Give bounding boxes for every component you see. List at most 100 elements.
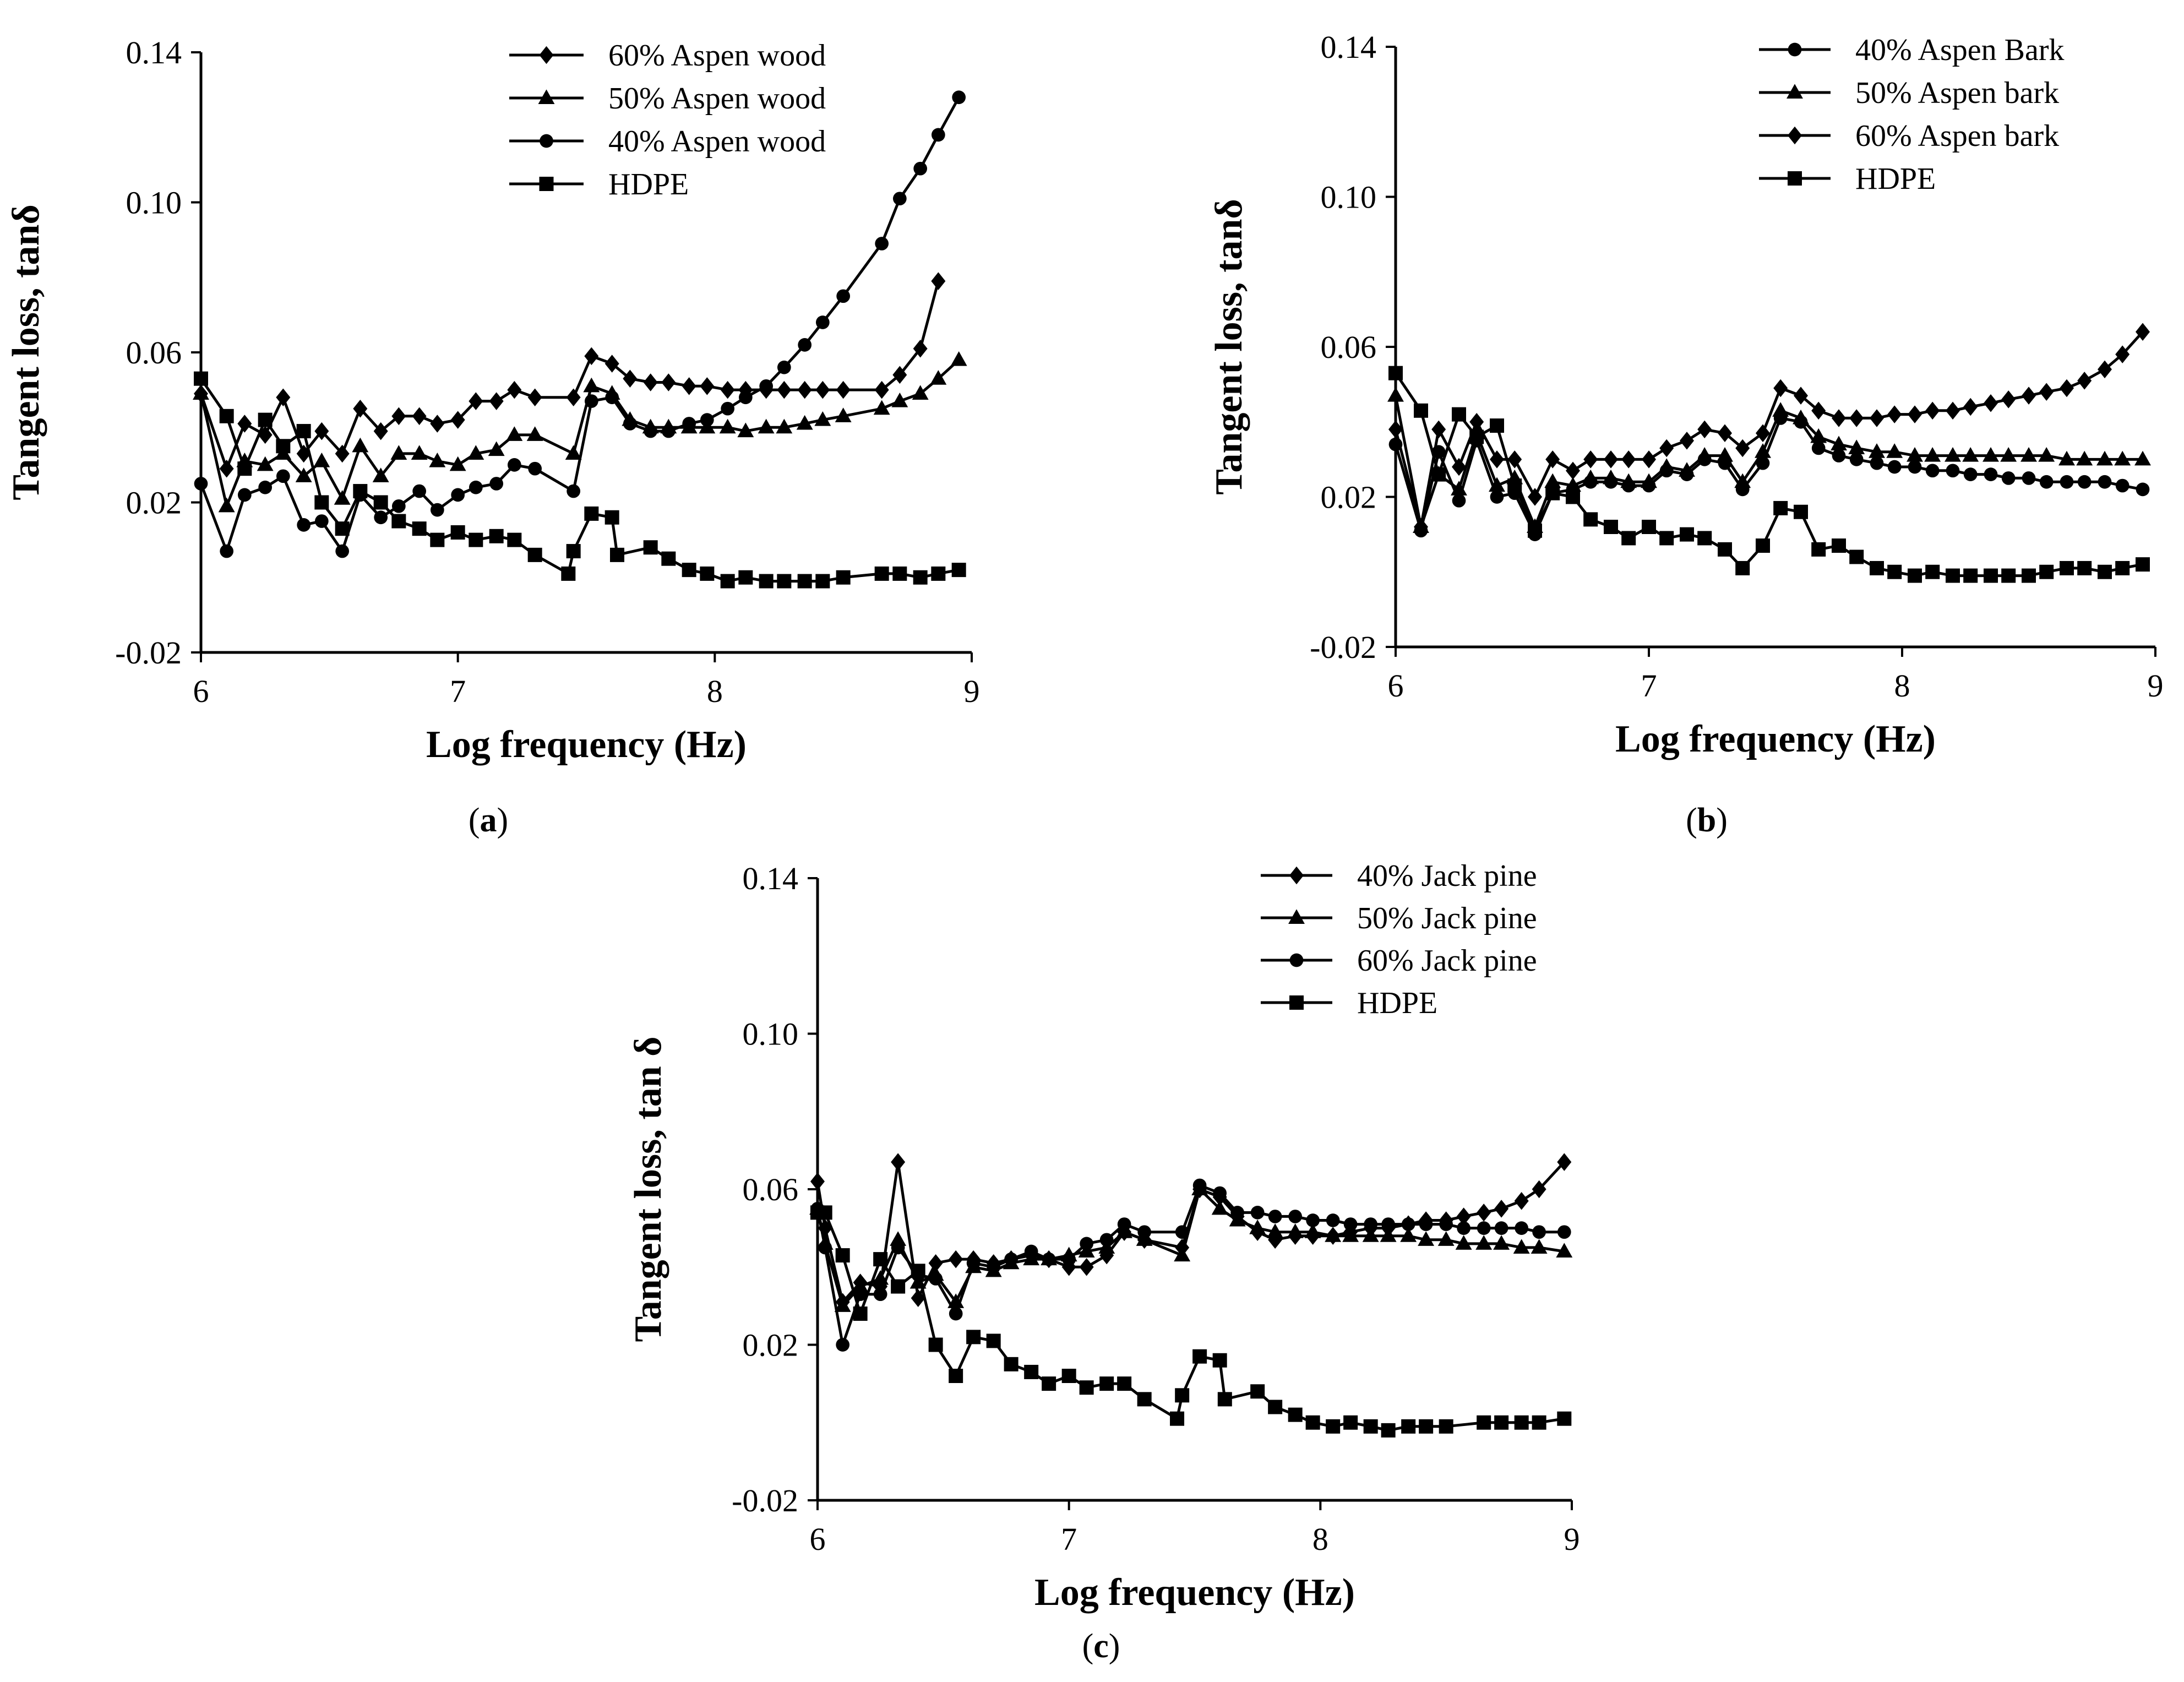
- data-point: [777, 380, 792, 399]
- legend-marker: [1787, 84, 1803, 99]
- data-point: [1659, 531, 1674, 546]
- legend-entry: HDPE: [509, 167, 689, 202]
- data-point: [1528, 488, 1542, 506]
- data-point: [430, 503, 444, 517]
- data-point: [950, 351, 967, 366]
- data-point: [1117, 1217, 1131, 1231]
- data-point: [526, 426, 543, 441]
- data-point: [605, 390, 619, 405]
- data-point: [565, 445, 582, 460]
- data-point: [1810, 428, 1827, 443]
- data-point: [334, 490, 351, 505]
- data-point: [257, 456, 274, 471]
- data-point: [1475, 1235, 1493, 1250]
- data-point: [1211, 1200, 1228, 1215]
- caption-open: (: [1686, 802, 1697, 839]
- x-tick-label: 7: [1641, 668, 1657, 704]
- data-point: [1325, 1227, 1342, 1242]
- data-point: [1887, 460, 1902, 474]
- data-point: [643, 540, 658, 555]
- data-point: [1756, 538, 1770, 553]
- data-point: [931, 272, 946, 290]
- data-point: [566, 544, 581, 559]
- data-point: [1439, 1419, 1453, 1434]
- data-point: [623, 369, 638, 388]
- data-point: [1658, 458, 1675, 473]
- data-point: [1230, 1206, 1244, 1220]
- data-point: [2115, 478, 2129, 493]
- data-point: [1452, 493, 1466, 508]
- data-point: [469, 392, 483, 410]
- data-point: [928, 1254, 943, 1272]
- legend-marker: [1788, 126, 1802, 145]
- data-point: [928, 1337, 943, 1352]
- data-point: [737, 422, 754, 438]
- data-point: [1477, 1415, 1491, 1430]
- data-point: [1306, 1213, 1320, 1227]
- data-point: [314, 495, 329, 510]
- series-diamond: [1388, 323, 2150, 536]
- data-point: [836, 570, 851, 585]
- caption-open: (: [1082, 1627, 1094, 1665]
- data-point: [1490, 418, 1504, 433]
- data-point: [1515, 1221, 1529, 1235]
- data-point: [1004, 1252, 1018, 1266]
- data-point: [391, 499, 406, 513]
- data-point: [1557, 1411, 1572, 1426]
- data-point: [758, 418, 775, 434]
- data-point: [258, 480, 273, 494]
- data-point: [1455, 1235, 1472, 1250]
- data-point: [1566, 489, 1580, 504]
- y-tick-label: 0.14: [743, 861, 799, 896]
- data-point: [892, 192, 907, 206]
- data-point: [1381, 1217, 1395, 1231]
- data-point: [335, 521, 350, 536]
- data-point: [561, 566, 576, 581]
- data-point: [815, 315, 830, 329]
- legend-label: HDPE: [608, 167, 689, 202]
- legend-marker: [539, 177, 554, 191]
- data-point: [193, 385, 209, 400]
- data-point: [1175, 1388, 1190, 1403]
- data-point: [2060, 560, 2074, 575]
- data-point: [1983, 447, 1999, 462]
- data-point: [814, 411, 831, 426]
- y-tick-label: 0.06: [126, 335, 182, 371]
- data-point: [237, 488, 252, 502]
- legend-entry: 50% Aspen bark: [1759, 76, 2059, 110]
- data-point: [1793, 409, 1809, 424]
- series-diamond: [194, 272, 946, 478]
- data-point: [1343, 1217, 1358, 1231]
- data-point: [1604, 450, 1618, 469]
- data-point: [797, 574, 812, 589]
- series-square: [194, 371, 966, 589]
- series-line: [199, 96, 960, 553]
- y-tick-label: -0.02: [1310, 629, 1376, 665]
- data-point: [489, 392, 504, 410]
- data-point: [682, 377, 696, 395]
- data-point: [1582, 469, 1599, 485]
- y-axis-label: Tangent loss, tan δ: [627, 1036, 669, 1342]
- data-point: [2114, 450, 2131, 466]
- data-point: [467, 445, 484, 460]
- data-point: [1080, 1237, 1093, 1251]
- data-point: [700, 413, 714, 427]
- y-tick-label: 0.02: [126, 485, 182, 521]
- data-point: [720, 574, 735, 589]
- data-point: [1493, 1235, 1510, 1250]
- data-point: [450, 411, 465, 429]
- data-point: [1811, 401, 1826, 420]
- data-point: [506, 426, 523, 441]
- data-point: [911, 1289, 925, 1307]
- legend-label: HDPE: [1855, 162, 1936, 196]
- data-point: [1755, 443, 1771, 458]
- data-point: [1946, 568, 1960, 583]
- x-tick-label: 7: [450, 673, 466, 709]
- legend-marker: [1289, 953, 1304, 967]
- data-point: [1532, 1180, 1546, 1199]
- data-point: [2098, 475, 2112, 489]
- data-point: [1042, 1376, 1056, 1391]
- legend-label: 40% Jack pine: [1357, 859, 1537, 893]
- data-point: [913, 161, 928, 176]
